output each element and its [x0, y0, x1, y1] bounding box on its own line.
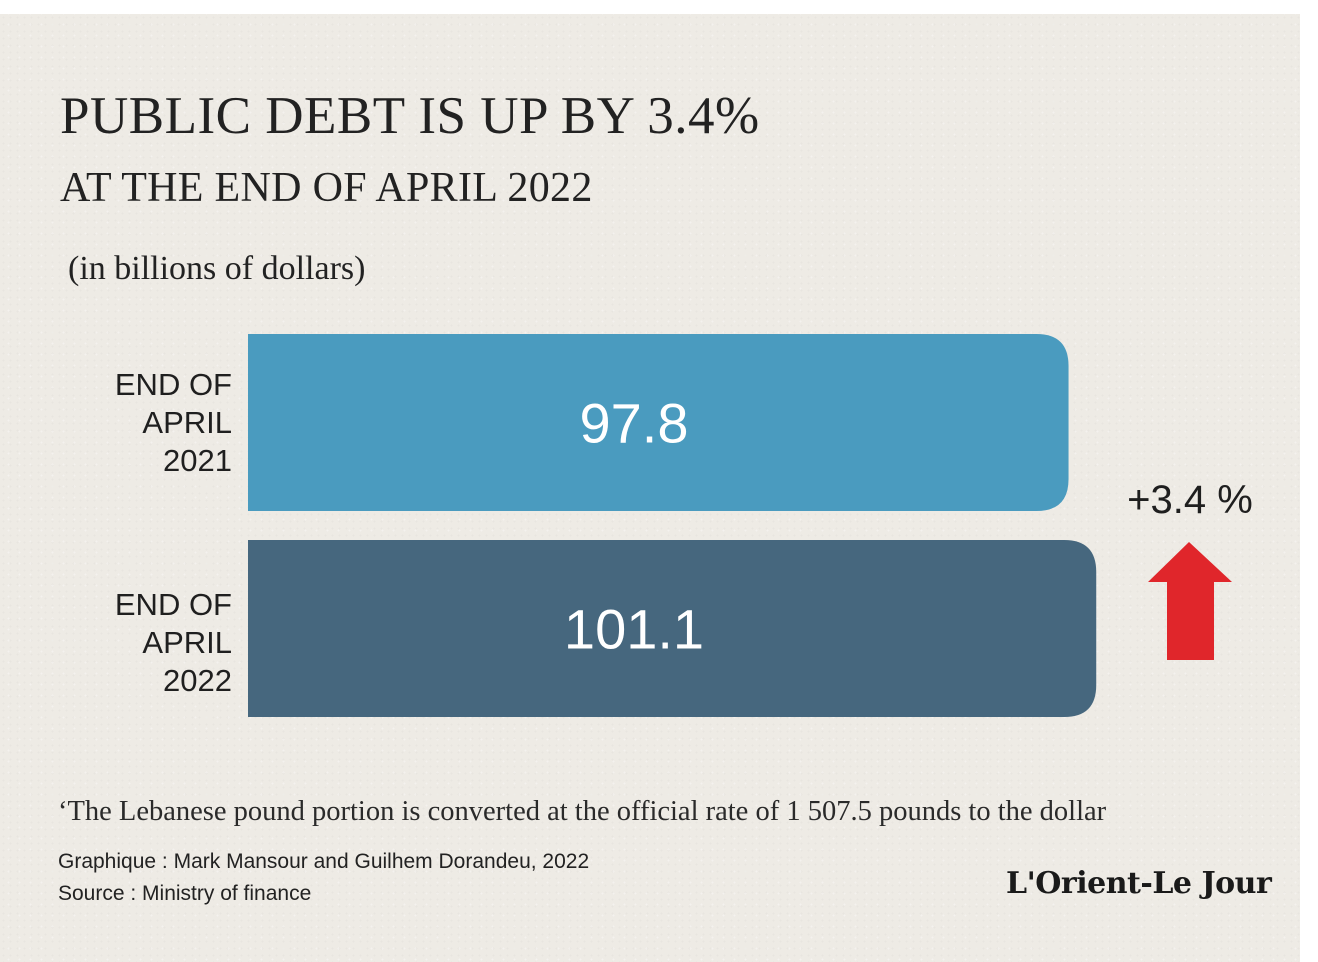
category-label-2022: END OF APRIL 2022 — [12, 586, 232, 700]
category-label-line: END OF — [114, 587, 232, 622]
category-label-line: 2022 — [163, 663, 232, 698]
up-arrow-icon — [1148, 542, 1232, 660]
chart-subtitle: AT THE END OF APRIL 2022 — [60, 165, 593, 211]
category-label-line: END OF — [114, 367, 232, 402]
chart-title: PUBLIC DEBT IS UP BY 3.4% — [60, 87, 760, 145]
bar-2021 — [248, 334, 1069, 511]
source-credit: Source : Ministry of finance — [58, 882, 312, 905]
bar-value-label: 97.8 — [580, 392, 689, 455]
change-label: +3.4 % — [1127, 478, 1253, 522]
category-label-line: APRIL — [142, 625, 232, 660]
bar-value-label: 101.1 — [564, 598, 704, 661]
footnote: ‘The Lebanese pound portion is converted… — [58, 796, 1107, 827]
unit-note: (in billions of dollars) — [68, 250, 366, 287]
category-label-line: APRIL — [142, 405, 232, 440]
publisher-logo: L'Orient-Le Jour — [1006, 866, 1272, 901]
category-label-line: 2021 — [163, 443, 232, 478]
bar-2022 — [248, 540, 1097, 717]
graphic-credit: Graphique : Mark Mansour and Guilhem Dor… — [58, 850, 590, 873]
category-label-2021: END OF APRIL 2021 — [12, 366, 232, 480]
